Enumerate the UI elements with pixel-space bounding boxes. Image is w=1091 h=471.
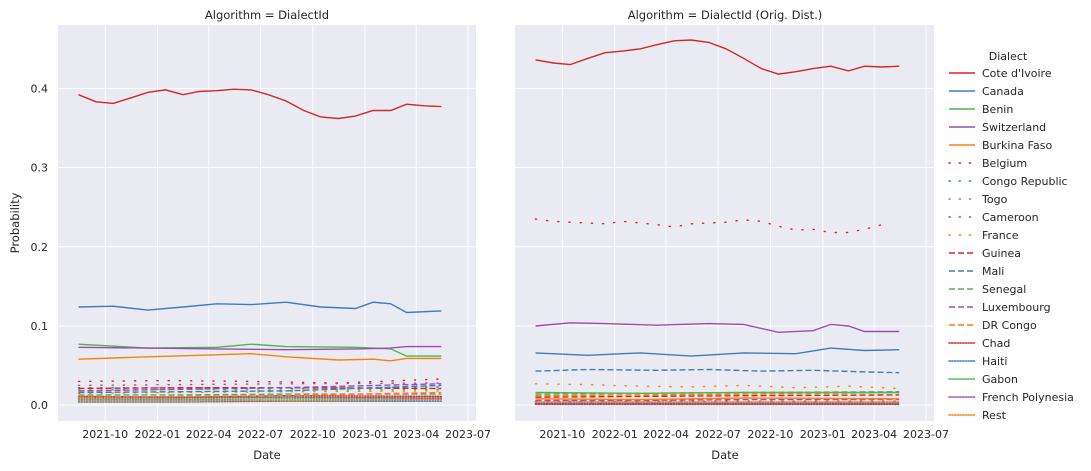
legend-item-congo-republic: Congo Republic [948, 175, 1068, 188]
legend-label: Haiti [982, 355, 1007, 368]
x-tick-label: 2023-01 [800, 428, 846, 441]
legend-item-rest: Rest [948, 409, 1007, 422]
series-line-rest [77, 398, 442, 402]
y-axis-title: Probability [8, 192, 22, 253]
x-tick-label: 2023-04 [851, 428, 897, 441]
series-line-belgium [534, 218, 883, 234]
series-line-france [77, 390, 442, 394]
x-tick-label: 2023-07 [445, 428, 491, 441]
plot-area [58, 25, 476, 421]
series-line-haiti [77, 400, 442, 403]
y-tick-label: 0.4 [31, 82, 49, 95]
panel-title: Algorithm = DialectId [205, 8, 329, 22]
x-tick-label: 2021-10 [539, 428, 585, 441]
x-tick-label: 2022-07 [695, 428, 741, 441]
legend-label: Chad [982, 337, 1010, 350]
legend-item-benin: Benin [949, 103, 1013, 116]
legend-item-cote-d-ivoire: Cote d'Ivoire [949, 67, 1052, 80]
legend-label: Burkina Faso [982, 139, 1052, 152]
x-tick-label: 2022-01 [592, 428, 638, 441]
x-tick-label: 2022-10 [290, 428, 336, 441]
series-line-guinea [535, 394, 900, 398]
legend-item-mali: Mali [949, 265, 1004, 278]
plot-area [515, 25, 934, 421]
series-line-mali [535, 368, 900, 374]
panel-title: Algorithm = DialectId (Orig. Dist.) [628, 8, 823, 22]
series-line-gabon [77, 398, 442, 401]
legend-item-switzerland: Switzerland [949, 121, 1046, 134]
series-line-switzerland [535, 322, 900, 334]
legend-label: France [982, 229, 1019, 242]
series-line-burkina-faso [78, 352, 442, 362]
series-line-senegal [78, 393, 442, 396]
legend-title: Dialect [989, 50, 1028, 63]
legend-label: Congo Republic [982, 175, 1068, 188]
legend-item-guinea: Guinea [949, 247, 1021, 260]
series-line-luxembourg [535, 398, 900, 402]
series-line-canada [535, 347, 900, 357]
series-line-togo [77, 388, 442, 391]
series-line-guinea [78, 387, 442, 390]
legend-label: Mali [982, 265, 1004, 278]
legend-label: Gabon [982, 373, 1018, 386]
legend-label: Luxembourg [982, 301, 1051, 314]
series-line-switzerland [78, 345, 442, 351]
y-tick-label: 0.1 [31, 320, 49, 333]
series-line-mali [78, 384, 442, 394]
series-line-cote-d-ivoire [78, 88, 442, 120]
legend-item-gabon: Gabon [948, 373, 1018, 386]
x-tick-label: 2022-04 [643, 428, 689, 441]
legend-label: Switzerland [982, 121, 1046, 134]
x-tick-label: 2023-04 [393, 428, 439, 441]
x-tick-label: 2022-07 [237, 428, 283, 441]
legend-label: Cote d'Ivoire [982, 67, 1052, 80]
panel-dialectid-orig-dist: 2021-10 2022-01 2022-04 2022-07 2022-10 2023-… [515, 8, 949, 462]
series-line-burkina-faso [535, 397, 900, 401]
legend-item-cameroon: Cameroon [948, 211, 1039, 224]
series-line-dr-congo [535, 391, 900, 397]
legend-label: Togo [981, 193, 1008, 206]
series-line-french-polynesia [77, 396, 442, 399]
legend-item-french-polynesia: French Polynesia [948, 391, 1074, 404]
x-tick-label: 2023-07 [903, 428, 949, 441]
x-tick-label: 2022-01 [135, 428, 181, 441]
legend-label: Cameroon [982, 211, 1039, 224]
y-tick-label: 0.0 [31, 399, 49, 412]
legend-item-haiti: Haiti [948, 355, 1007, 368]
legend-item-canada: Canada [949, 85, 1024, 98]
legend: Dialect Cote d'Ivoire Canada Benin Switzerl… [948, 50, 1074, 422]
x-axis-title: Date [711, 448, 739, 462]
legend-item-senegal: Senegal [949, 283, 1026, 296]
legend-item-togo: Togo [948, 193, 1008, 206]
legend-label: Benin [982, 103, 1013, 116]
legend-label: Canada [982, 85, 1024, 98]
y-tick-label: 0.3 [31, 162, 49, 175]
legend-item-france: France [948, 229, 1019, 242]
legend-label: DR Congo [982, 319, 1037, 332]
legend-label: Rest [982, 409, 1007, 422]
x-tick-label: 2022-04 [186, 428, 232, 441]
legend-label: Guinea [982, 247, 1021, 260]
legend-label: Belgium [982, 157, 1027, 170]
x-tick-label: 2021-10 [82, 428, 128, 441]
series-line-luxembourg [78, 383, 442, 392]
series-line-dr-congo [78, 391, 442, 398]
legend-item-burkina-faso: Burkina Faso [949, 139, 1052, 152]
y-tick-label: 0.2 [31, 241, 49, 254]
series-line-cameroon [77, 382, 442, 387]
series-line-benin [535, 391, 900, 395]
legend-item-chad: Chad [948, 337, 1010, 350]
panel-dialectid: 0.0 0.1 0.2 0.3 0.4 2021-10 2022-01 2022-04 202… [8, 8, 491, 462]
x-tick-label: 2022-10 [747, 428, 793, 441]
series-line-canada [78, 301, 442, 314]
legend-item-dr-congo: DR Congo [949, 319, 1037, 332]
x-tick-label: 2023-01 [342, 428, 388, 441]
legend-label: Senegal [982, 283, 1026, 296]
legend-item-belgium: Belgium [948, 157, 1027, 170]
legend-label: French Polynesia [982, 391, 1074, 404]
x-axis-title: Date [253, 448, 281, 462]
legend-item-luxembourg: Luxembourg [949, 301, 1051, 314]
series-line-cote-d-ivoire [535, 39, 900, 75]
